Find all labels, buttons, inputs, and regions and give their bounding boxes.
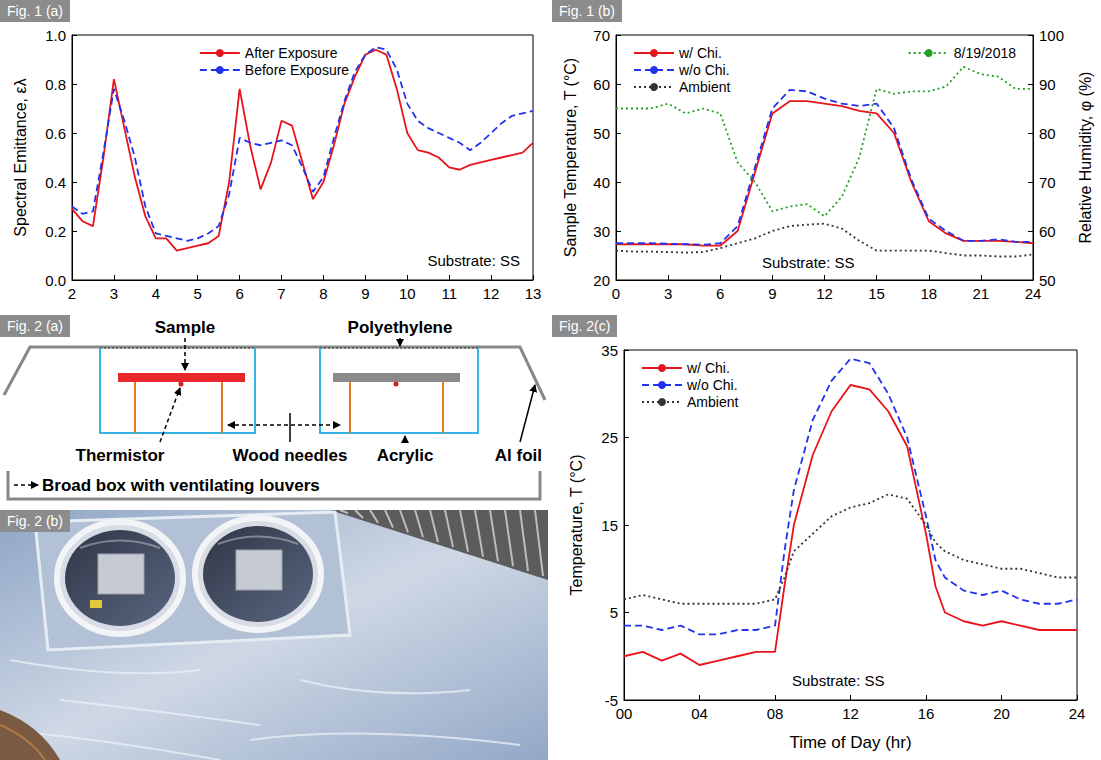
svg-text:5: 5 bbox=[610, 604, 618, 621]
svg-text:0.4: 0.4 bbox=[45, 174, 66, 191]
svg-text:8/19/2018: 8/19/2018 bbox=[954, 45, 1016, 61]
svg-text:w/ Chi.: w/ Chi. bbox=[678, 45, 722, 61]
svg-text:Sample: Sample bbox=[155, 318, 215, 337]
svg-text:Sample Temperature, T (°C): Sample Temperature, T (°C) bbox=[562, 58, 579, 257]
html-text:Fig. 1 (b): Fig. 1 (b) bbox=[559, 3, 615, 19]
svg-text:18: 18 bbox=[920, 285, 937, 302]
svg-text:0: 0 bbox=[612, 285, 620, 302]
svg-text:35: 35 bbox=[601, 342, 618, 359]
svg-text:6: 6 bbox=[716, 285, 724, 302]
svg-text:00: 00 bbox=[616, 705, 633, 722]
svg-text:Polyethylene: Polyethylene bbox=[348, 318, 453, 337]
svg-text:6: 6 bbox=[235, 285, 243, 302]
svg-text:Wood needles: Wood needles bbox=[233, 446, 348, 465]
svg-text:24: 24 bbox=[1069, 705, 1086, 722]
svg-text:Thermistor: Thermistor bbox=[76, 446, 165, 465]
svg-text:Relative Humidity, φ (%): Relative Humidity, φ (%) bbox=[1077, 72, 1094, 244]
svg-text:3: 3 bbox=[664, 285, 672, 302]
svg-text:5: 5 bbox=[194, 285, 202, 302]
svg-text:1.0: 1.0 bbox=[45, 27, 66, 44]
svg-text:80: 80 bbox=[1039, 125, 1056, 142]
svg-text:60: 60 bbox=[1039, 223, 1056, 240]
svg-text:20: 20 bbox=[993, 705, 1010, 722]
svg-text:60: 60 bbox=[593, 76, 610, 93]
svg-text:w/ Chi.: w/ Chi. bbox=[686, 360, 730, 376]
svg-text:Substrate: SS: Substrate: SS bbox=[792, 672, 885, 689]
svg-text:100: 100 bbox=[1039, 27, 1064, 44]
svg-text:15: 15 bbox=[868, 285, 885, 302]
svg-text:Before Exposure: Before Exposure bbox=[245, 62, 349, 78]
svg-text:70: 70 bbox=[1039, 174, 1056, 191]
svg-text:Al foil: Al foil bbox=[495, 446, 542, 465]
svg-text:Substrate: SS: Substrate: SS bbox=[427, 252, 520, 269]
svg-text:Substrate: SS: Substrate: SS bbox=[762, 254, 855, 271]
svg-text:8: 8 bbox=[319, 285, 327, 302]
svg-text:Acrylic: Acrylic bbox=[377, 446, 434, 465]
svg-text:After Exposure: After Exposure bbox=[245, 45, 338, 61]
svg-text:90: 90 bbox=[1039, 76, 1056, 93]
svg-text:0.8: 0.8 bbox=[45, 76, 66, 93]
html-text:Fig. 1 (a): Fig. 1 (a) bbox=[7, 3, 63, 19]
svg-text:Temperature, T (°C): Temperature, T (°C) bbox=[568, 455, 585, 596]
svg-text:04: 04 bbox=[691, 705, 708, 722]
svg-text:Ambient: Ambient bbox=[679, 79, 730, 95]
svg-text:0.2: 0.2 bbox=[45, 223, 66, 240]
svg-text:20: 20 bbox=[593, 272, 610, 289]
svg-text:Broad box with ventilating lou: Broad box with ventilating louvers bbox=[42, 476, 320, 495]
svg-text:24: 24 bbox=[1025, 285, 1042, 302]
svg-text:12: 12 bbox=[816, 285, 833, 302]
html-text:Fig. 2 (b): Fig. 2 (b) bbox=[7, 513, 63, 529]
svg-text:w/o Chi.: w/o Chi. bbox=[678, 62, 730, 78]
svg-text:25: 25 bbox=[601, 429, 618, 446]
svg-text:0.6: 0.6 bbox=[45, 125, 66, 142]
svg-text:13: 13 bbox=[525, 285, 542, 302]
svg-text:9: 9 bbox=[768, 285, 776, 302]
svg-text:08: 08 bbox=[767, 705, 784, 722]
svg-text:7: 7 bbox=[277, 285, 285, 302]
html-text:Fig. 2(c): Fig. 2(c) bbox=[559, 318, 611, 334]
svg-text:12: 12 bbox=[483, 285, 500, 302]
svg-text:70: 70 bbox=[593, 27, 610, 44]
svg-text:10: 10 bbox=[399, 285, 416, 302]
html-text:Fig. 2 (a): Fig. 2 (a) bbox=[7, 318, 63, 334]
svg-text:50: 50 bbox=[593, 125, 610, 142]
svg-text:0.0: 0.0 bbox=[45, 272, 66, 289]
svg-text:3: 3 bbox=[110, 285, 118, 302]
svg-text:30: 30 bbox=[593, 223, 610, 240]
svg-text:w/o Chi.: w/o Chi. bbox=[686, 377, 738, 393]
svg-text:Ambient: Ambient bbox=[687, 394, 738, 410]
svg-text:-5: -5 bbox=[604, 691, 618, 709]
svg-text:16: 16 bbox=[918, 705, 935, 722]
svg-text:9: 9 bbox=[361, 285, 369, 302]
svg-text:Time of Day (hr): Time of Day (hr) bbox=[789, 733, 911, 752]
svg-text:4: 4 bbox=[152, 285, 160, 302]
svg-text:40: 40 bbox=[593, 174, 610, 191]
svg-text:12: 12 bbox=[842, 705, 859, 722]
svg-text:Spectral Emittance, ελ: Spectral Emittance, ελ bbox=[12, 78, 29, 236]
svg-text:15: 15 bbox=[601, 517, 618, 534]
svg-text:11: 11 bbox=[441, 285, 457, 302]
svg-text:50: 50 bbox=[1039, 272, 1056, 289]
svg-text:21: 21 bbox=[973, 285, 990, 302]
svg-text:2: 2 bbox=[68, 285, 76, 302]
